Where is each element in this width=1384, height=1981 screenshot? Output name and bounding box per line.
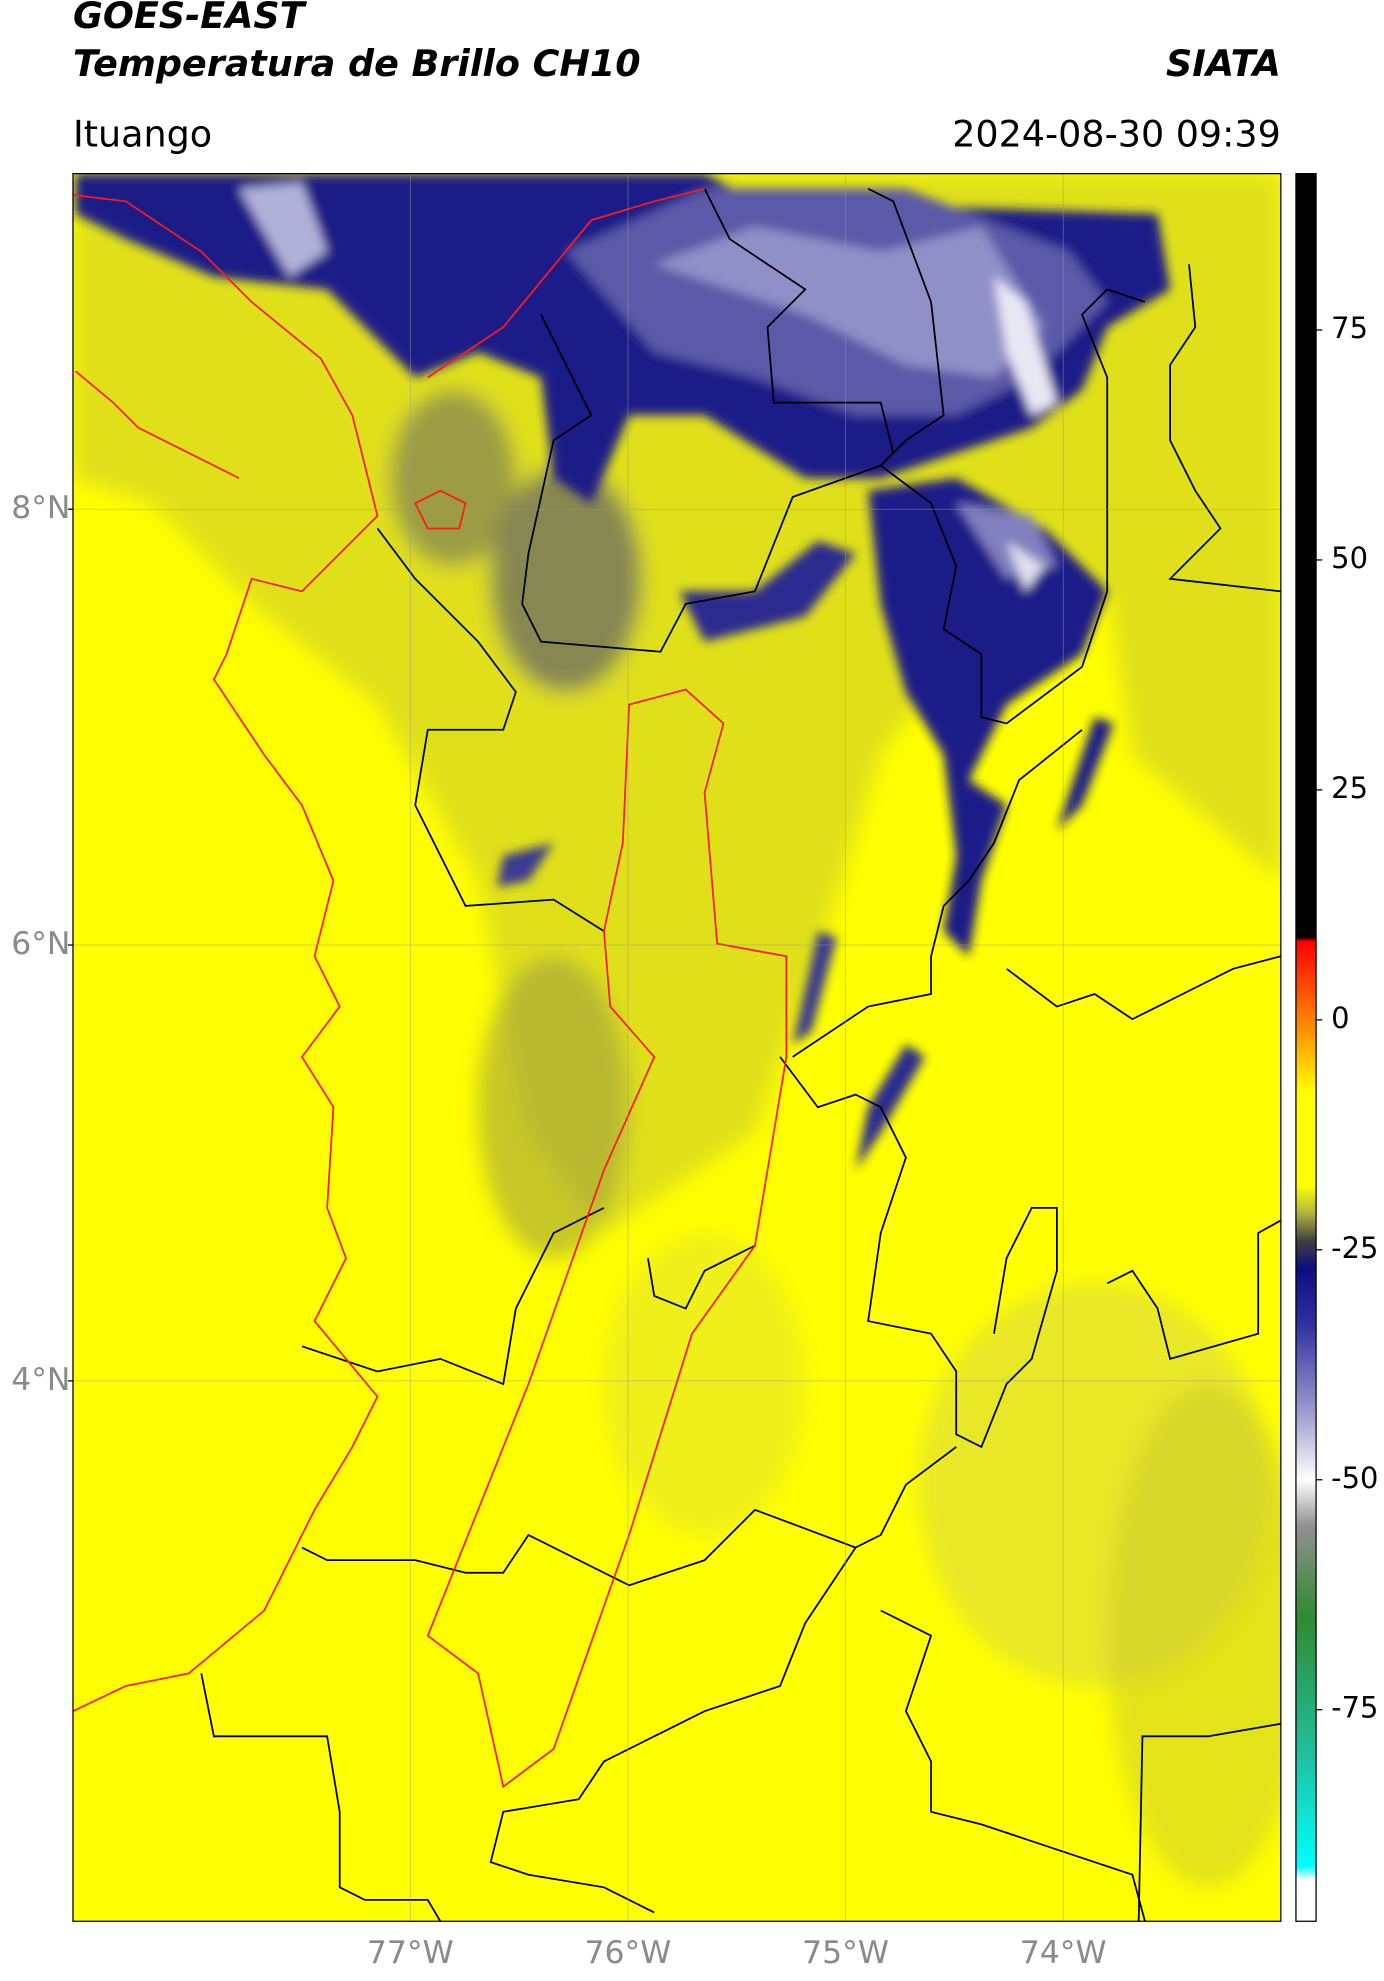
region-outline [426,688,788,1789]
source: SIATA [1166,42,1281,85]
x-tick-label: 74°W [1020,1935,1107,1971]
colorbar-scale [1295,173,1317,1922]
coastline [72,187,705,1712]
x-tick-label: 77°W [367,1935,454,1971]
admin-borders [200,187,1281,1922]
y-tick-label: 4°N [11,1362,70,1398]
colorbar-label: 75 [1331,311,1368,345]
y-tick-label: 8°N [11,490,70,526]
y-tick-label: 6°N [11,926,70,962]
colorbar-label: -75 [1331,1691,1378,1725]
grid [72,173,1281,1922]
region: Ituango [73,112,212,155]
x-tick-label: 76°W [585,1935,672,1971]
colorbar-label: 50 [1331,541,1368,575]
stage: GOES-EAST Temperatura de Brillo CH10 SIA… [11,0,1378,1971]
x-tick-label: 75°W [802,1935,889,1971]
colorbar-label: -50 [1331,1461,1378,1495]
title: GOES-EAST [73,0,308,37]
map-frame [72,173,1282,1922]
colorbar: 75 50 25 0 -25 -50 -75 [1295,173,1378,1922]
cold-cloud-tops [75,173,1171,1171]
map-image [72,173,1281,1922]
subtitle: Temperatura de Brillo CH10 [73,42,641,85]
colorbar-label: -25 [1331,1231,1378,1265]
timestamp: 2024-08-30 09:39 [952,112,1281,155]
colorbar-label: 0 [1331,1001,1349,1035]
colorbar-label: 25 [1331,771,1368,805]
